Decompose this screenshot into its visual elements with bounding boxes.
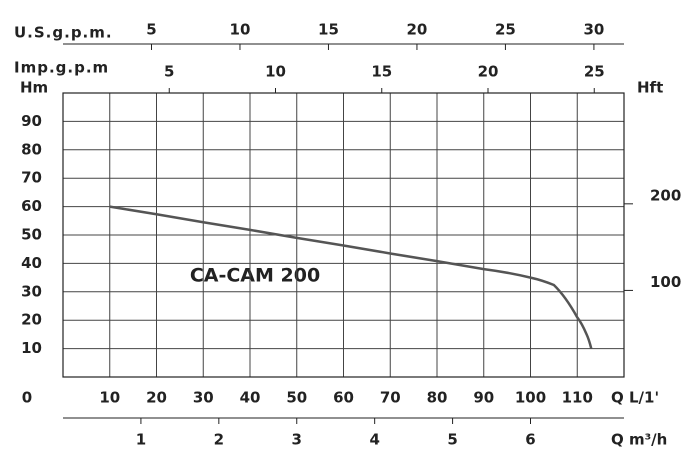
top-axis-tick-label: 5 [146,21,156,39]
curve-label: CA-CAM 200 [190,265,320,287]
y-axis-label: Hm [20,79,48,97]
top-axis-tick-label: 20 [478,63,499,81]
y-tick-label: 50 [21,226,42,244]
plot-border [62,92,625,378]
x-tick-label: 0 [22,389,32,407]
x-tick-label: 40 [240,389,261,407]
top-axis-tick-label: 10 [230,21,251,39]
bottom-axis2-tick-label: 6 [525,431,535,449]
top-axis-tick-label: 20 [407,21,428,39]
bottom-axis2-tick-label: 3 [292,431,302,449]
bottom-axis2-tick-label: 1 [136,431,146,449]
x-tick-label: 30 [193,389,214,407]
y-tick-label: 30 [21,282,42,300]
top-axis-tick-label: 30 [583,21,604,39]
top-axis-tick-label: 25 [584,63,605,81]
top-axis-tick-label: 25 [495,21,516,39]
x-tick-label: 50 [286,389,307,407]
x-tick-label: 60 [333,389,354,407]
y2-tick-label: 200 [650,186,681,204]
top-axis-label: Imp.g.p.m [14,59,109,77]
top-axis-tick-label: 5 [164,63,174,81]
y-tick-label: 90 [21,112,42,130]
x-tick-label: 100 [515,389,546,407]
x-axis-label: Q L/1' [611,389,659,407]
y2-axis-label: Hft [637,79,663,97]
y-tick-label: 10 [21,339,42,357]
y-tick-label: 60 [21,197,42,215]
bottom-axis2-tick-label: 2 [214,431,224,449]
bottom-axis2-tick-label: 4 [369,431,379,449]
top-axis-tick-label: 15 [318,21,339,39]
x-tick-label: 70 [380,389,401,407]
bottom-axis2-label: Q m³/h [611,431,667,449]
y-tick-label: 70 [21,169,42,187]
y-tick-label: 80 [21,140,42,158]
x-tick-label: 20 [146,389,167,407]
y-tick-label: 20 [21,311,42,329]
x-tick-label: 80 [427,389,448,407]
top-axis-tick-label: 10 [265,63,286,81]
x-tick-label: 110 [562,389,593,407]
pump-curve [109,205,593,349]
x-tick-label: 10 [99,389,120,407]
y2-tick-label: 100 [650,273,681,291]
top-axis-tick-label: 15 [371,63,392,81]
x-tick-label: 90 [473,389,494,407]
bottom-axis2-tick-label: 5 [447,431,457,449]
y-tick-label: 40 [21,254,42,272]
top-axis-label: U.S.g.p.m. [14,24,113,42]
